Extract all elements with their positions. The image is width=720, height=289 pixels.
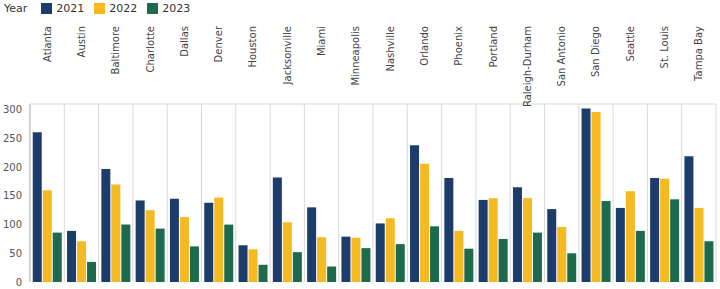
svg-text:300: 300 xyxy=(8,104,22,115)
svg-text:Dallas: Dallas xyxy=(179,26,190,57)
svg-text:St. Louis: St. Louis xyxy=(659,26,670,68)
svg-text:Minneapolis: Minneapolis xyxy=(350,26,361,86)
svg-text:Charlotte: Charlotte xyxy=(145,26,156,72)
svg-text:250: 250 xyxy=(8,133,22,144)
svg-text:San Diego: San Diego xyxy=(590,26,601,77)
svg-text:Miami: Miami xyxy=(316,26,327,56)
svg-text:200: 200 xyxy=(8,162,22,173)
svg-text:0: 0 xyxy=(16,277,22,288)
svg-text:Raleigh-Durham: Raleigh-Durham xyxy=(522,26,533,107)
svg-text:Nashville: Nashville xyxy=(385,26,396,72)
svg-text:Atlanta: Atlanta xyxy=(42,26,53,62)
svg-text:Jacksonville: Jacksonville xyxy=(282,26,293,85)
html-text:2021: 2021 xyxy=(56,1,85,15)
svg-text:Seattle: Seattle xyxy=(625,26,636,61)
svg-text:Austin: Austin xyxy=(76,26,87,57)
html-text:2022: 2022 xyxy=(109,1,138,15)
svg-text:50: 50 xyxy=(9,248,22,259)
svg-text:Baltimore: Baltimore xyxy=(110,26,121,74)
svg-text:150: 150 xyxy=(8,190,22,201)
svg-text:Portland: Portland xyxy=(488,26,499,67)
html-text:2023: 2023 xyxy=(162,1,191,15)
svg-text:San Antonio: San Antonio xyxy=(556,26,567,86)
svg-text:Orlando: Orlando xyxy=(419,26,430,66)
svg-text:Houston: Houston xyxy=(247,26,258,68)
html-text:Year: Year xyxy=(4,1,28,15)
svg-text:Phoenix: Phoenix xyxy=(453,26,464,66)
svg-text:Denver: Denver xyxy=(213,25,224,62)
svg-text:Tampa Bay: Tampa Bay xyxy=(693,26,704,82)
svg-text:100: 100 xyxy=(8,219,22,230)
